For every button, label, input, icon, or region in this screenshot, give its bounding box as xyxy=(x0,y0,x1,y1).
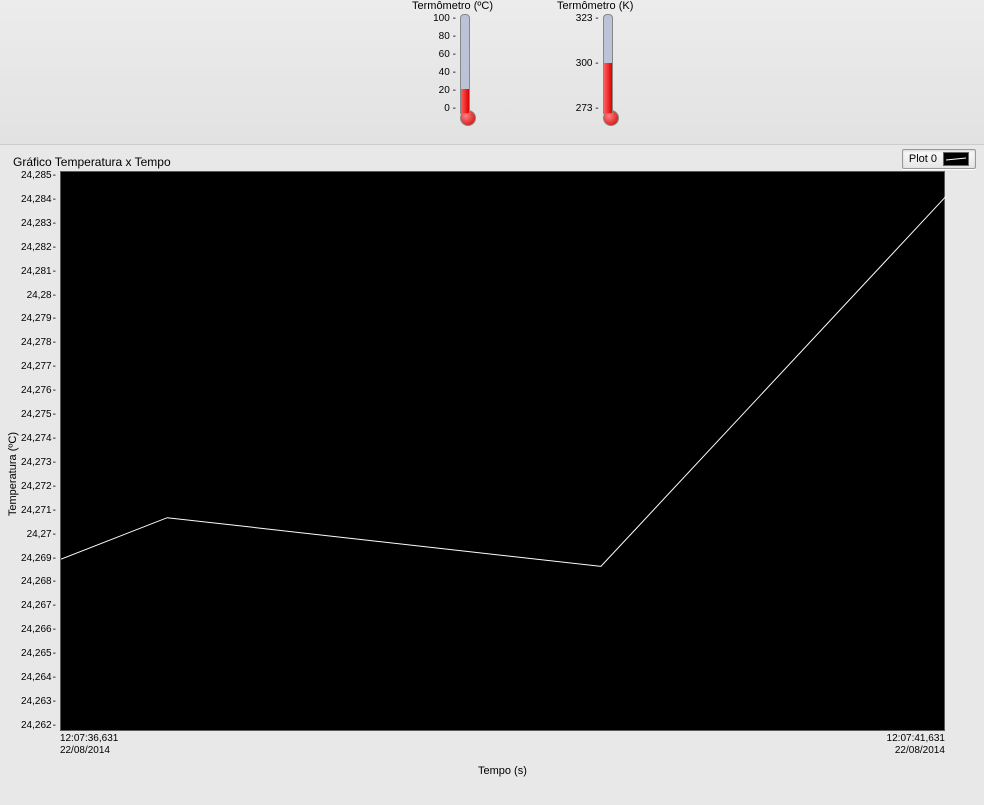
y-tick: 24,273 xyxy=(21,458,56,468)
legend-swatch-icon xyxy=(943,152,969,166)
y-tick: 24,274 xyxy=(21,434,56,444)
chart-line xyxy=(61,172,946,732)
x-axis-ticks: 12:07:36,63122/08/2014 12:07:41,63122/08/… xyxy=(60,733,945,757)
y-tick: 24,278 xyxy=(21,338,56,348)
thermometer-1: Termômetro (K) 323 -300 -273 - xyxy=(557,0,633,126)
y-tick: 24,284 xyxy=(21,195,56,205)
x-tick: 12:07:36,63122/08/2014 xyxy=(60,733,118,757)
legend-label: Plot 0 xyxy=(909,153,937,165)
y-tick: 24,281 xyxy=(21,267,56,277)
y-tick: 24,271 xyxy=(21,506,56,516)
y-tick: 24,264 xyxy=(21,673,56,683)
chart-wrap: Temperatura (ºC) 24,28524,28424,28324,28… xyxy=(5,171,979,777)
y-tick: 24,265 xyxy=(21,649,56,659)
thermometer-0: Termômetro (ºC) 100 -80 -60 -40 -20 -0 - xyxy=(412,0,493,126)
x-axis-label: Tempo (s) xyxy=(60,765,945,777)
y-tick: 24,275 xyxy=(21,410,56,420)
chart-panel: Gráfico Temperatura x Tempo Plot 0 Tempe… xyxy=(0,145,984,782)
y-tick: 24,283 xyxy=(21,219,56,229)
thermo-scale: 100 -80 -60 -40 -20 -0 - xyxy=(433,14,460,114)
plot-area xyxy=(60,171,945,731)
thermo-fill xyxy=(461,89,469,113)
y-tick: 24,282 xyxy=(21,243,56,253)
y-tick: 24,279 xyxy=(21,314,56,324)
y-tick: 24,262 xyxy=(21,721,56,731)
thermo-tube xyxy=(603,14,613,114)
y-tick: 24,276 xyxy=(21,386,56,396)
thermo-tube xyxy=(460,14,470,114)
chart-title: Gráfico Temperatura x Tempo xyxy=(13,155,979,169)
x-tick: 12:07:41,63122/08/2014 xyxy=(887,733,945,757)
y-axis-label: Temperatura (ºC) xyxy=(5,432,21,516)
y-tick: 24,27 xyxy=(21,530,56,540)
y-tick: 24,266 xyxy=(21,625,56,635)
y-tick: 24,267 xyxy=(21,601,56,611)
thermo-title: Termômetro (ºC) xyxy=(412,0,493,12)
thermo-title: Termômetro (K) xyxy=(557,0,633,12)
thermo-scale: 323 -300 -273 - xyxy=(576,14,603,114)
y-tick: 24,285 xyxy=(21,171,56,181)
thermometer-panel: Termômetro (ºC)100 -80 -60 -40 -20 -0 -T… xyxy=(0,0,984,145)
y-tick: 24,269 xyxy=(21,554,56,564)
y-tick: 24,272 xyxy=(21,482,56,492)
y-tick: 24,268 xyxy=(21,577,56,587)
y-axis-ticks: 24,285 24,284 24,283 24,282 24,281 24,28 24,27… xyxy=(21,171,60,731)
thermo-fill xyxy=(604,63,612,113)
plot-legend[interactable]: Plot 0 xyxy=(902,149,976,169)
y-tick: 24,277 xyxy=(21,362,56,372)
y-tick: 24,28 xyxy=(21,291,56,301)
y-tick: 24,263 xyxy=(21,697,56,707)
